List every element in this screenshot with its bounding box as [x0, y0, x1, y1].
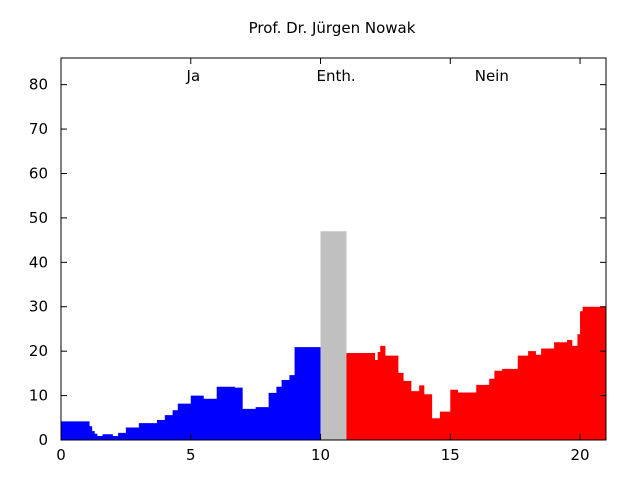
series-ja-area — [61, 347, 321, 440]
plot-area — [61, 231, 606, 440]
y-tick-label: 80 — [29, 76, 48, 94]
annotation-label: Enth. — [317, 67, 356, 85]
series-enth-area — [320, 231, 347, 440]
x-tick-label: 5 — [186, 446, 196, 464]
y-tick-label: 20 — [29, 342, 48, 360]
y-tick-label: 30 — [29, 298, 48, 316]
annotation-label: Ja — [186, 67, 201, 85]
y-tick-label: 60 — [29, 164, 48, 182]
x-tick-label: 15 — [441, 446, 460, 464]
annotations: Ja Enth. Nein — [186, 67, 509, 85]
y-tick-label: 40 — [29, 253, 48, 271]
series-nein-area — [346, 306, 606, 440]
y-tick-label: 70 — [29, 120, 48, 138]
x-tick-label: 20 — [571, 446, 590, 464]
y-tick-label: 50 — [29, 209, 48, 227]
plot-border — [60, 57, 607, 441]
y-tick-label: 10 — [29, 387, 48, 405]
axes: 0 5 10 15 20 0 10 20 30 40 50 60 70 80 — [29, 57, 607, 464]
y-tick-label: 0 — [38, 431, 48, 449]
annotation-label: Nein — [475, 67, 509, 85]
x-tick-label: 10 — [311, 446, 330, 464]
x-tick-label: 0 — [56, 446, 66, 464]
chart-title: Prof. Dr. Jürgen Nowak — [249, 19, 416, 37]
